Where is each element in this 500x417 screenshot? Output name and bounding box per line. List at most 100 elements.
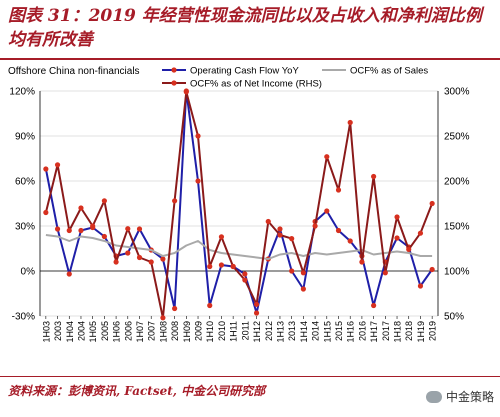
gridlines (40, 90, 438, 317)
y-left-tick-label: 90% (15, 132, 35, 143)
series-group (43, 88, 435, 321)
series-point-2 (382, 270, 388, 276)
series-point-0 (394, 235, 400, 241)
series-point-2 (195, 133, 201, 139)
series-point-2 (218, 234, 225, 240)
chart-title: 图表 31：2019 年经营性现金流同比以及占收入和净利润比例均有所改善 (8, 6, 482, 50)
series-line-2 (44, 90, 434, 319)
series-point-2 (300, 270, 306, 276)
x-tick-label: 2016 (357, 321, 367, 341)
series-point-2 (54, 162, 61, 168)
series-point-0 (207, 302, 213, 309)
series-point-2 (394, 214, 400, 220)
series-point-2 (90, 223, 96, 229)
series-line-1 (45, 234, 433, 260)
footer-rule (0, 376, 500, 377)
series-point-2 (207, 263, 213, 270)
x-tick-label: 2003 (53, 321, 63, 341)
series-point-2 (172, 198, 178, 204)
series-point-2 (160, 315, 166, 321)
series-point-0 (195, 178, 201, 184)
series-point-2 (335, 187, 342, 193)
series-point-0 (242, 271, 248, 277)
x-tick-label: 1H06 (112, 321, 122, 343)
x-tick-label: 1H12 (252, 321, 262, 343)
series-point-2 (371, 173, 377, 180)
y-left-tick-label: 0% (21, 267, 36, 278)
x-tick-label: 2015 (334, 321, 344, 341)
series-point-2 (43, 209, 49, 216)
series-point-2 (242, 277, 248, 283)
series-point-2 (136, 254, 143, 261)
series-point-0 (300, 286, 306, 292)
legend: Operating Cash Flow YoY OCF% as of Sales O… (162, 66, 428, 90)
x-tick-label: 2011 (240, 321, 250, 340)
series-point-2 (406, 246, 412, 252)
series-point-0 (136, 226, 143, 232)
series-point-0 (43, 166, 49, 172)
x-tick-label: 1H10 (205, 321, 215, 343)
x-tick-label: 1H13 (275, 321, 285, 343)
x-tick-label: 1H16 (346, 321, 356, 343)
x-tick-label: 2012 (264, 321, 274, 341)
y-right-tick-label: 250% (444, 132, 470, 143)
x-tick-label: 1H14 (299, 321, 309, 343)
y-left-tick-label: 60% (15, 177, 35, 188)
series-point-2 (347, 119, 353, 126)
series-point-0 (429, 266, 435, 273)
y-left-tick-label: 30% (15, 222, 35, 233)
series-point-2 (277, 232, 283, 238)
series-point-0 (66, 271, 72, 277)
x-tick-label: 2004 (76, 321, 86, 341)
x-tick-label: 1H03 (41, 321, 51, 343)
x-tick-label: 2007 (147, 321, 157, 341)
chart-area: Offshore China non-financials Operating … (8, 66, 470, 343)
series-line-0 (44, 90, 433, 314)
series-point-0 (417, 283, 424, 289)
x-tick-label: 2013 (287, 321, 297, 341)
watermark: 中金策略 (425, 388, 494, 405)
y-left-tick-label: -30% (12, 312, 35, 323)
x-tick-label: 2005 (100, 321, 110, 341)
y-right-tick-label: 50% (444, 312, 464, 323)
y-right-tick-label: 100% (444, 267, 470, 278)
series-point-0 (101, 233, 107, 240)
series-point-0 (54, 226, 61, 232)
legend-marker-2 (171, 80, 177, 86)
series-point-0 (218, 262, 225, 268)
series-point-0 (172, 305, 178, 312)
x-tick-label: 1H05 (88, 321, 98, 343)
series-point-2 (359, 259, 365, 265)
series-point-0 (324, 208, 330, 214)
series-point-0 (289, 268, 295, 274)
x-tick-label: 1H19 (416, 321, 426, 343)
series-point-2 (289, 236, 295, 242)
x-tick-label: 1H15 (322, 321, 332, 343)
x-tick-label: 2008 (170, 321, 180, 341)
series-point-2 (417, 230, 424, 236)
series-point-0 (371, 302, 377, 309)
series-point-2 (113, 259, 119, 265)
legend-marker-0 (171, 67, 177, 73)
x-tick-label: 1H08 (158, 321, 168, 343)
x-tick-label: 2006 (123, 321, 133, 341)
x-tick-label: 2018 (404, 321, 414, 341)
wechat-icon (425, 390, 442, 403)
chart-subtitle: Offshore China non-financials (8, 66, 140, 77)
x-tick-label: 1H09 (182, 321, 192, 343)
legend-label-0: Operating Cash Flow YoY (190, 66, 299, 77)
x-tick-label: 1H18 (393, 321, 403, 343)
series-point-2 (78, 205, 84, 211)
x-tick-label: 2019 (428, 321, 438, 341)
legend-label-2: OCF% as of Net Income (RHS) (190, 79, 322, 90)
series-point-2 (183, 89, 189, 95)
x-tick-label: 2010 (217, 321, 227, 341)
x-tick-label: 1H17 (369, 321, 379, 343)
series-point-2 (66, 227, 72, 234)
y-axis-right: 300% 250% 200% 150% 100% 50% (437, 87, 470, 323)
series-point-2 (148, 259, 154, 265)
y-right-tick-label: 150% (444, 222, 470, 233)
legend-label-1: OCF% as of Sales (350, 66, 428, 77)
x-tick-label: 2017 (381, 321, 391, 341)
series-point-2 (253, 301, 260, 307)
